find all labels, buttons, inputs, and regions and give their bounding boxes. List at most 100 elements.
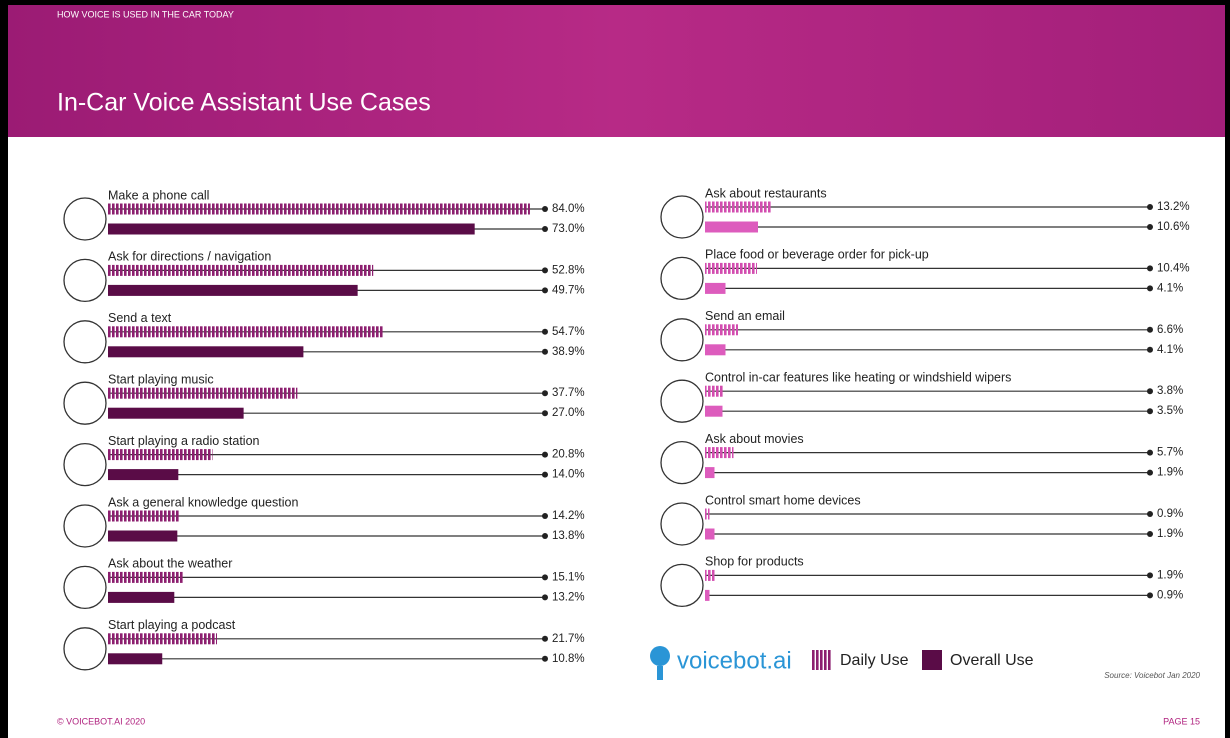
- footer-right: PAGE 15: [1163, 716, 1200, 726]
- category-label: Start playing a podcast: [108, 618, 236, 632]
- icon: [63, 442, 107, 487]
- value-label: 0.9%: [1157, 508, 1183, 520]
- value-label: 38.9%: [552, 346, 585, 358]
- source: Source: Voicebot Jan 2020: [1104, 671, 1200, 680]
- track-end: [1147, 408, 1153, 415]
- bar: [108, 530, 178, 542]
- track-end: [542, 410, 548, 417]
- value-label: 37.7%: [552, 387, 585, 399]
- bar: [705, 221, 758, 233]
- value-label: 27.0%: [552, 407, 585, 419]
- category-label: Make a phone call: [108, 188, 209, 202]
- category-label: Ask for directions / navigation: [108, 250, 271, 264]
- bar: [108, 284, 358, 296]
- value-label: 10.4%: [1157, 262, 1190, 274]
- value-label: 3.8%: [1157, 385, 1183, 397]
- category-label: Control smart home devices: [705, 493, 861, 507]
- value-label: 73.0%: [552, 223, 585, 235]
- track-end: [542, 451, 548, 458]
- track-end: [1147, 572, 1153, 579]
- value-label: 4.1%: [1157, 282, 1183, 294]
- bar: [705, 262, 757, 274]
- track-end: [1147, 265, 1153, 272]
- track-end: [542, 655, 548, 662]
- track-end: [1147, 346, 1153, 353]
- bar: [705, 447, 734, 459]
- bar: [108, 326, 383, 338]
- track-end: [542, 594, 548, 601]
- value-label: 10.6%: [1157, 221, 1190, 233]
- value-label: 4.1%: [1157, 344, 1183, 356]
- bar: [108, 264, 374, 276]
- bar: [108, 633, 217, 645]
- icon: [660, 502, 704, 546]
- icon: [63, 627, 107, 671]
- track-end: [542, 635, 548, 642]
- track-end: [542, 513, 548, 519]
- category-label: Send a text: [108, 311, 172, 325]
- legend-swatch: [812, 650, 832, 670]
- legend-label: Overall Use: [950, 652, 1034, 669]
- kicker: HOW VOICE IS USED IN THE CAR TODAY: [57, 9, 234, 19]
- bar: [705, 344, 726, 356]
- track-end: [1147, 224, 1153, 230]
- bar: [705, 324, 738, 336]
- footer-left: © VOICEBOT.AI 2020: [57, 716, 145, 726]
- value-label: 49.7%: [552, 284, 585, 296]
- value-label: 6.6%: [1157, 324, 1183, 336]
- bar: [108, 469, 179, 481]
- value-label: 14.2%: [552, 510, 585, 522]
- category-label: Start playing music: [108, 372, 214, 386]
- page-title: In-Car Voice Assistant Use Cases: [57, 89, 431, 117]
- track-end: [542, 348, 548, 355]
- track-end: [1147, 511, 1153, 517]
- category-label: Ask about the weather: [108, 557, 232, 571]
- header-band: [8, 5, 1225, 137]
- logo-icon: [650, 646, 670, 666]
- value-label: 5.7%: [1157, 447, 1183, 459]
- bar: [108, 203, 530, 215]
- value-label: 1.9%: [1157, 569, 1183, 581]
- value-label: 20.8%: [552, 449, 585, 461]
- track-end: [542, 533, 548, 539]
- bar: [108, 653, 163, 665]
- track-end: [1147, 388, 1153, 395]
- value-label: 14.0%: [552, 469, 585, 481]
- bar: [705, 589, 710, 601]
- bar: [108, 449, 213, 461]
- bar: [108, 591, 175, 603]
- value-label: 21.7%: [552, 633, 585, 645]
- value-label: 54.7%: [552, 326, 585, 338]
- bar: [705, 385, 724, 397]
- value-label: 1.9%: [1157, 528, 1183, 540]
- track-end: [1147, 326, 1153, 333]
- bar: [108, 387, 298, 399]
- category-label: Ask a general knowledge question: [108, 495, 298, 509]
- track-end: [542, 267, 548, 274]
- bar: [705, 201, 771, 213]
- value-label: 0.9%: [1157, 589, 1183, 601]
- value-label: 3.5%: [1157, 405, 1183, 417]
- bar: [705, 467, 715, 479]
- legend-swatch: [922, 650, 942, 670]
- category-label: Start playing a radio station: [108, 434, 260, 448]
- category-label: Ask about movies: [705, 432, 804, 446]
- track-end: [1147, 285, 1153, 292]
- track-end: [542, 390, 548, 397]
- bar: [705, 508, 710, 520]
- bar: [108, 510, 180, 522]
- track-end: [1147, 592, 1153, 599]
- value-label: 13.2%: [552, 591, 585, 603]
- bar: [705, 282, 726, 294]
- category-label: Control in-car features like heating or …: [705, 370, 1011, 384]
- category-label: Ask about restaurants: [705, 186, 827, 200]
- bar: [108, 407, 244, 419]
- track-end: [542, 574, 548, 581]
- track-end: [1147, 469, 1153, 476]
- icon: [660, 379, 704, 423]
- bar: [705, 405, 723, 417]
- bar: [108, 571, 184, 583]
- track-end: [1147, 204, 1153, 210]
- icon: [63, 197, 107, 241]
